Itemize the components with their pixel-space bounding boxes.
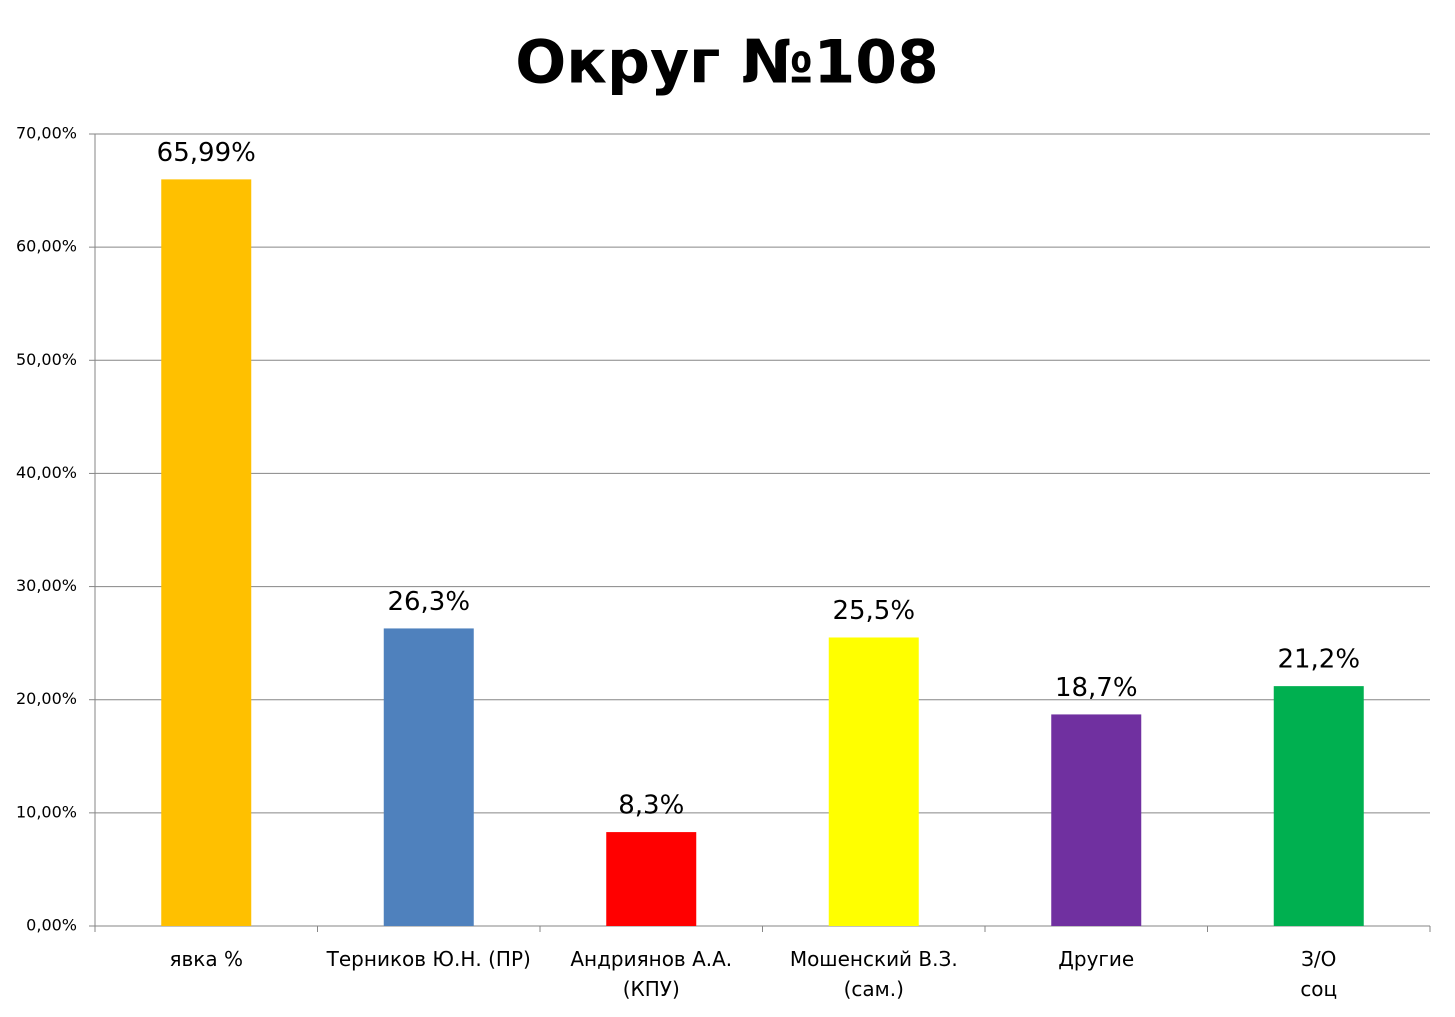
bar (161, 179, 252, 926)
y-tick-label: 70,00% (16, 124, 77, 143)
value-label: 8,3% (618, 791, 684, 821)
x-tick-label: Мошенский В.З. (сам.) (789, 947, 958, 1001)
y-tick-label: 10,00% (16, 802, 77, 821)
y-tick-label: 40,00% (16, 463, 77, 482)
x-tick-label: Андриянов А.А. (КПУ) (570, 947, 733, 1001)
y-tick-label: 20,00% (16, 689, 77, 708)
y-tick-label: 0,00% (26, 916, 77, 935)
x-tick-label: Другие (1058, 947, 1135, 971)
bar (606, 832, 697, 926)
x-tick-label: З/О соц (1300, 947, 1338, 1001)
value-label: 65,99% (157, 138, 256, 168)
value-label: 21,2% (1277, 645, 1360, 675)
bar (1273, 686, 1364, 926)
x-tick-label: явка % (169, 947, 243, 971)
y-tick-label: 60,00% (16, 237, 77, 256)
value-label: 26,3% (387, 587, 470, 617)
bar (383, 628, 474, 926)
x-tick-label: Терников Ю.Н. (ПР) (326, 947, 531, 971)
y-tick-label: 50,00% (16, 350, 77, 369)
y-tick-label: 30,00% (16, 576, 77, 595)
bar (828, 637, 919, 926)
chart-title: Округ №108 (515, 28, 938, 98)
bar (1051, 714, 1142, 926)
value-label: 25,5% (832, 596, 915, 626)
value-label: 18,7% (1055, 673, 1138, 703)
